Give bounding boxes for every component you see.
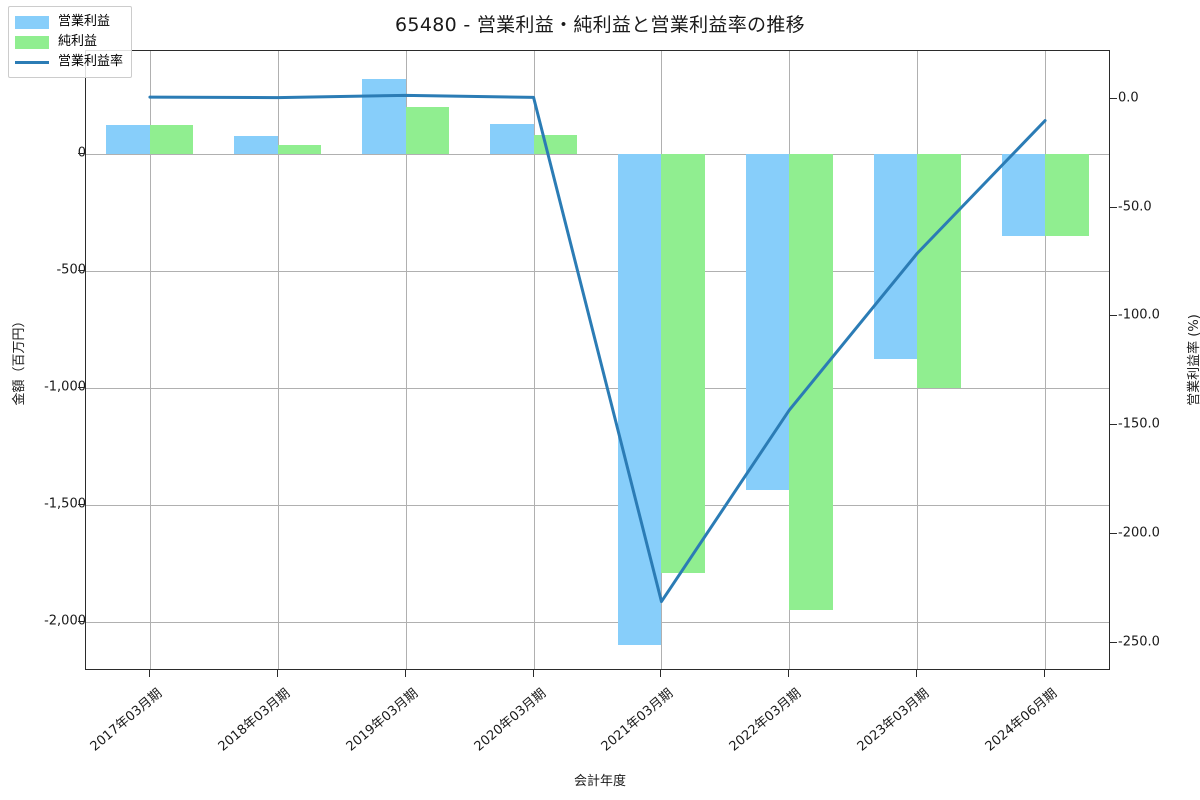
chart-legend: 営業利益 純利益 営業利益率 [8, 6, 133, 78]
y-axis-right-tick-label: 0.0 [1118, 90, 1139, 106]
legend-label-operating-profit: 営業利益 [58, 14, 111, 29]
x-axis-tick-label: 2019年03月期 [343, 686, 421, 755]
x-axis-tick-mark [1044, 670, 1045, 677]
bar-operating-profit [873, 154, 918, 359]
legend-label-net-profit: 純利益 [58, 34, 98, 49]
legend-swatch-operating-profit [15, 15, 49, 29]
gridline-horizontal [86, 505, 1109, 507]
plot-area [85, 50, 1110, 670]
y-axis-left-tick-label: -1,500 [44, 496, 86, 512]
bar-operating-profit [234, 135, 278, 154]
y-axis-right-tick-mark [1110, 641, 1117, 643]
x-axis-label: 会計年度 [573, 774, 626, 789]
legend-label-operating-margin: 営業利益率 [58, 54, 124, 69]
y-axis-right-tick-mark [1110, 424, 1117, 426]
line-series-layer [148, 93, 1047, 604]
y-axis-right-tick-mark [1110, 97, 1117, 99]
gridline-vertical [534, 51, 535, 669]
x-axis-tick-mark [277, 670, 278, 677]
y-axis-left-tick-mark [78, 270, 85, 272]
gridline-horizontal [86, 154, 1109, 155]
x-axis-tick-mark [533, 670, 534, 677]
gridline-horizontal [86, 388, 1109, 390]
x-axis-tick-mark [405, 670, 406, 677]
bar-net-profit [1045, 154, 1089, 236]
gridline-vertical [278, 51, 279, 669]
bar-net-profit [277, 145, 322, 154]
bar-operating-profit [745, 154, 790, 490]
y-axis-left-tick-label: -1,000 [44, 379, 86, 395]
x-axis-tick-mark [149, 670, 150, 677]
x-axis-tick-label: 2020年03月期 [471, 686, 549, 755]
y-axis-right-tick-mark [1110, 533, 1117, 535]
x-axis-tick-label: 2021年03月期 [599, 686, 677, 755]
gridline-vertical [150, 51, 151, 669]
gridline-horizontal [86, 271, 1109, 273]
y-axis-left-tick-label: -500 [56, 262, 86, 278]
y-axis-left-tick-mark [78, 387, 85, 389]
y-axis-right-tick-mark [1110, 315, 1117, 317]
line-operating-margin [148, 93, 1047, 604]
bar-net-profit [405, 107, 450, 154]
y-axis-right-tick-label: -100.0 [1118, 307, 1160, 323]
x-axis-tick-mark [788, 670, 789, 677]
bar-net-profit [661, 154, 705, 574]
bar-operating-profit [362, 79, 406, 154]
x-axis-tick-label: 2023年03月期 [854, 686, 933, 755]
y-axis-left-tick-mark [78, 153, 85, 154]
legend-swatch-net-profit [15, 35, 49, 49]
y-axis-right-tick-label: -150.0 [1118, 416, 1160, 432]
y-axis-right-label: 営業利益率 (%) [1187, 314, 1200, 406]
x-axis-tick-label: 2024年06月期 [982, 686, 1061, 755]
bar-operating-profit [106, 125, 150, 154]
y-axis-right-tick-mark [1110, 206, 1117, 208]
legend-item-operating-margin: 営業利益率 [15, 52, 123, 72]
y-axis-left-label: 金額（百万円） [12, 314, 27, 406]
x-axis-tick-label: 2017年03月期 [87, 686, 166, 755]
x-axis-tick-label: 2018年03月期 [215, 686, 294, 755]
bar-net-profit [149, 125, 194, 154]
plot-clip [86, 51, 1109, 669]
legend-item-operating-profit: 営業利益 [15, 12, 123, 32]
legend-item-net-profit: 純利益 [15, 32, 123, 52]
chart-title: 65480 - 営業利益・純利益と営業利益率の推移 [395, 14, 805, 36]
bar-net-profit [917, 154, 961, 389]
x-axis-tick-label: 2022年03月期 [726, 686, 805, 755]
y-axis-right-tick-label: -50.0 [1118, 199, 1152, 215]
bar-operating-profit [617, 154, 662, 646]
bar-operating-profit [490, 123, 534, 154]
legend-line-operating-margin [15, 60, 49, 64]
y-axis-right-tick-label: -200.0 [1118, 525, 1160, 541]
y-axis-right-tick-label: -250.0 [1118, 634, 1160, 650]
y-axis-left-tick-mark [78, 621, 85, 623]
gridline-horizontal [86, 622, 1109, 624]
x-axis-tick-mark [660, 670, 661, 677]
gridline-vertical [1045, 51, 1046, 669]
gridline-vertical [406, 51, 407, 669]
x-axis-tick-mark [916, 670, 917, 677]
y-axis-left-tick-label: -2,000 [44, 613, 86, 629]
bar-operating-profit [1001, 154, 1046, 236]
y-axis-left-tick-mark [78, 504, 85, 506]
